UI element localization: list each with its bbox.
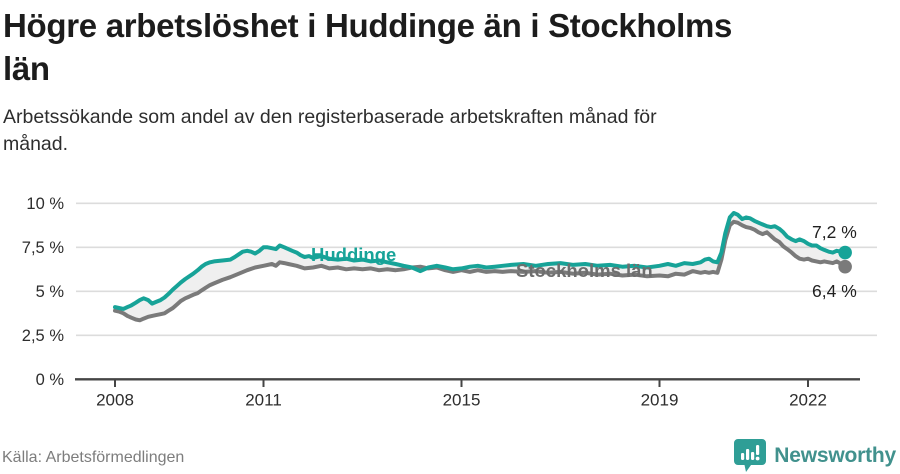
series-end-dot <box>838 259 852 274</box>
bar-1 <box>741 453 745 460</box>
chart-subtitle: Arbetssökande som andel av den registerb… <box>3 104 863 158</box>
title-line-2: län <box>3 50 50 87</box>
newsworthy-logo: Newsworthy <box>733 436 900 474</box>
x-tick-label: 2011 <box>245 391 282 410</box>
series-end-dot <box>838 245 852 260</box>
brand-wordmark: Newsworthy <box>774 444 896 467</box>
end-value-label: 6,4 % <box>812 281 857 301</box>
x-tick-label: 2022 <box>789 391 827 410</box>
bar-3 <box>751 452 755 460</box>
speech-bubble-shape <box>734 439 767 472</box>
bar-2 <box>746 449 750 460</box>
series-line-huddinge <box>113 211 848 311</box>
x-tick-label: 2008 <box>96 391 134 410</box>
source-note: Källa: Arbetsförmedlingen <box>2 449 185 466</box>
series-label-huddinge: Huddinge <box>311 244 396 265</box>
exclamation-dot <box>755 456 760 461</box>
y-tick-label: 10 % <box>26 195 64 213</box>
newsworthy-logo-icon <box>734 439 767 472</box>
subtitle-line-2: månad. <box>3 133 69 155</box>
x-tick-label: 2019 <box>641 391 679 410</box>
y-tick-label: 2,5 % <box>22 327 65 345</box>
x-tick-label: 2015 <box>443 391 481 410</box>
y-tick-label: 5 % <box>36 283 65 301</box>
exclamation-stem <box>756 445 760 455</box>
series-label-stockholms-lan: Stockholms län <box>516 260 653 281</box>
series-line-stockholms-l-n <box>113 219 848 323</box>
page-title: Högre arbetslöshet i Huddinge än i Stock… <box>3 4 897 90</box>
end-value-label: 7,2 % <box>812 222 857 242</box>
title-line-1: Högre arbetslöshet i Huddinge än i Stock… <box>3 7 733 44</box>
y-tick-label: 7,5 % <box>22 239 65 257</box>
y-tick-label: 0 % <box>36 371 65 389</box>
subtitle-line-1: Arbetssökande som andel av den registerb… <box>3 106 657 128</box>
